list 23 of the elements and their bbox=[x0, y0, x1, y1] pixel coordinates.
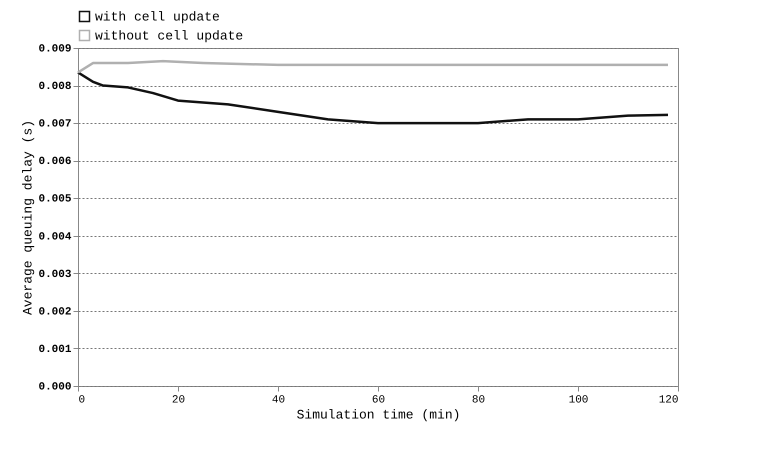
line-series bbox=[76, 71, 670, 124]
y-tick-label: 0.005 bbox=[38, 194, 72, 206]
y-tick-label: 0.001 bbox=[38, 344, 72, 356]
x-tick-label: 20 bbox=[172, 394, 186, 406]
y-tick-label: 0.009 bbox=[38, 44, 72, 56]
legend-label: with cell update bbox=[95, 10, 220, 24]
y-axis-title: Average queuing delay (s) bbox=[20, 120, 36, 316]
x-axis-title: Simulation time (min) bbox=[296, 408, 460, 422]
y-tick-label: 0.008 bbox=[38, 81, 72, 94]
x-tick-label: 100 bbox=[568, 394, 588, 406]
y-tick-label: 0.002 bbox=[38, 306, 72, 318]
x-tick-label: 120 bbox=[658, 394, 678, 406]
y-tick-label: 0.006 bbox=[38, 156, 72, 168]
y-tick-label: 0.003 bbox=[38, 268, 72, 281]
line-series bbox=[76, 60, 670, 74]
x-tick-label: 40 bbox=[272, 394, 286, 406]
x-tick-label: 0 bbox=[78, 394, 86, 406]
x-tick-label: 60 bbox=[372, 394, 386, 406]
x-tick-label: 80 bbox=[472, 394, 486, 406]
y-tick-label: 0.000 bbox=[38, 382, 72, 394]
y-tick-label: 0.004 bbox=[38, 231, 72, 244]
legend-label: without cell update bbox=[95, 28, 244, 44]
y-tick-label: 0.007 bbox=[38, 118, 72, 131]
